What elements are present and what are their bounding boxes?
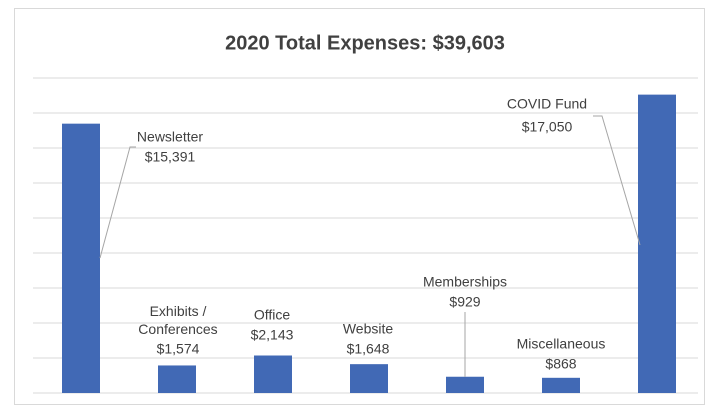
category-label: Office bbox=[254, 307, 291, 323]
leader-line bbox=[99, 146, 136, 259]
data-label: $17,050 bbox=[522, 119, 573, 135]
category-label: Newsletter bbox=[137, 129, 203, 145]
bar bbox=[158, 365, 196, 393]
category-label: Exhibits / Conferences bbox=[138, 303, 217, 337]
bar bbox=[254, 355, 292, 393]
data-label: $15,391 bbox=[145, 149, 196, 165]
data-label: $868 bbox=[545, 356, 576, 372]
category-label: COVID Fund bbox=[507, 96, 587, 112]
chart-title: 2020 Total Expenses: $39,603 bbox=[225, 32, 505, 54]
data-label: $2,143 bbox=[251, 327, 294, 343]
data-label: $1,648 bbox=[347, 341, 390, 357]
leader-line bbox=[593, 115, 641, 246]
data-label: $929 bbox=[449, 294, 480, 310]
bar bbox=[62, 123, 100, 393]
category-label: Website bbox=[343, 321, 394, 337]
bar bbox=[350, 364, 388, 393]
data-label: $1,574 bbox=[157, 341, 200, 357]
category-label: Memberships bbox=[423, 274, 507, 290]
bar bbox=[542, 377, 580, 393]
chart-frame bbox=[14, 8, 705, 405]
bar bbox=[638, 94, 676, 393]
bar bbox=[446, 376, 484, 393]
category-label: Miscellaneous bbox=[517, 336, 606, 352]
